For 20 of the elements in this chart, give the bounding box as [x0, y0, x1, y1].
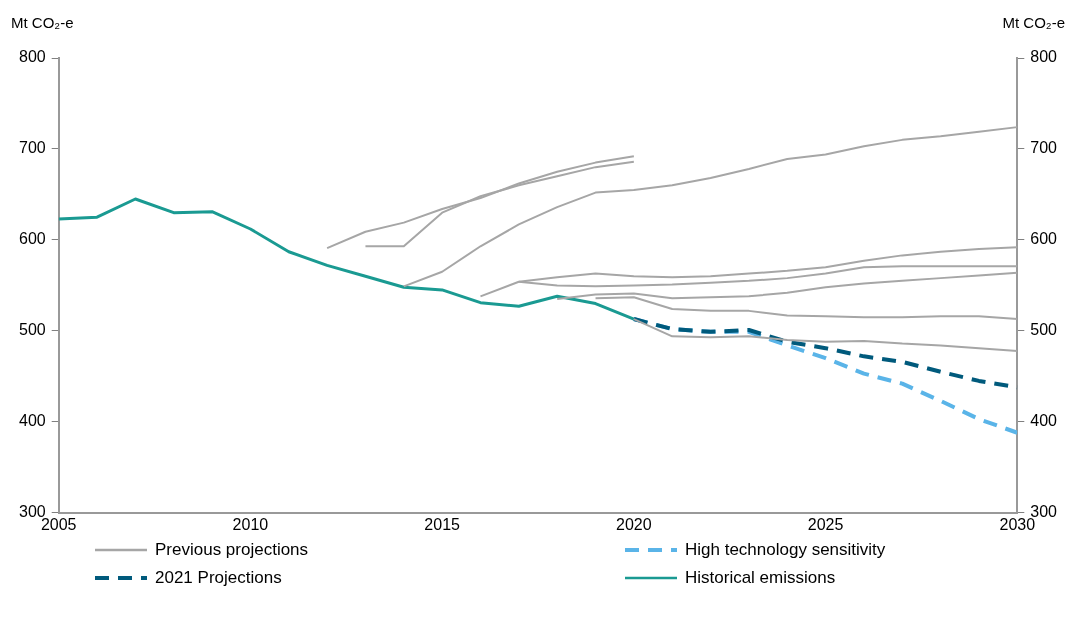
y2-tick-label: 600: [1030, 230, 1058, 248]
y2-axis-title: Mt CO₂-e: [1002, 14, 1066, 31]
y-tick-label: 700: [18, 139, 46, 157]
legend-label: 2021 Projections: [155, 568, 282, 588]
y2-tick-label: 700: [1030, 139, 1058, 157]
x-tick-label: 2015: [424, 515, 461, 533]
y2-tick-label: 400: [1030, 412, 1058, 430]
y-tick-label: 500: [18, 321, 46, 339]
y2-tick-label: 800: [1030, 48, 1058, 66]
x-tick-label: 2010: [232, 515, 269, 533]
y2-tick-label: 500: [1030, 321, 1058, 339]
y-tick-label: 400: [18, 412, 46, 430]
x-tick-label: 2025: [807, 515, 844, 533]
legend-label: High technology sensitivity: [685, 540, 886, 560]
y-axis-title: Mt CO₂-e: [11, 14, 74, 31]
y-tick-label: 800: [18, 48, 46, 66]
legend-label: Historical emissions: [685, 568, 836, 588]
legend-label: Previous projections: [155, 540, 309, 560]
y-tick-label: 600: [18, 230, 46, 248]
x-tick-label: 2020: [616, 515, 652, 533]
